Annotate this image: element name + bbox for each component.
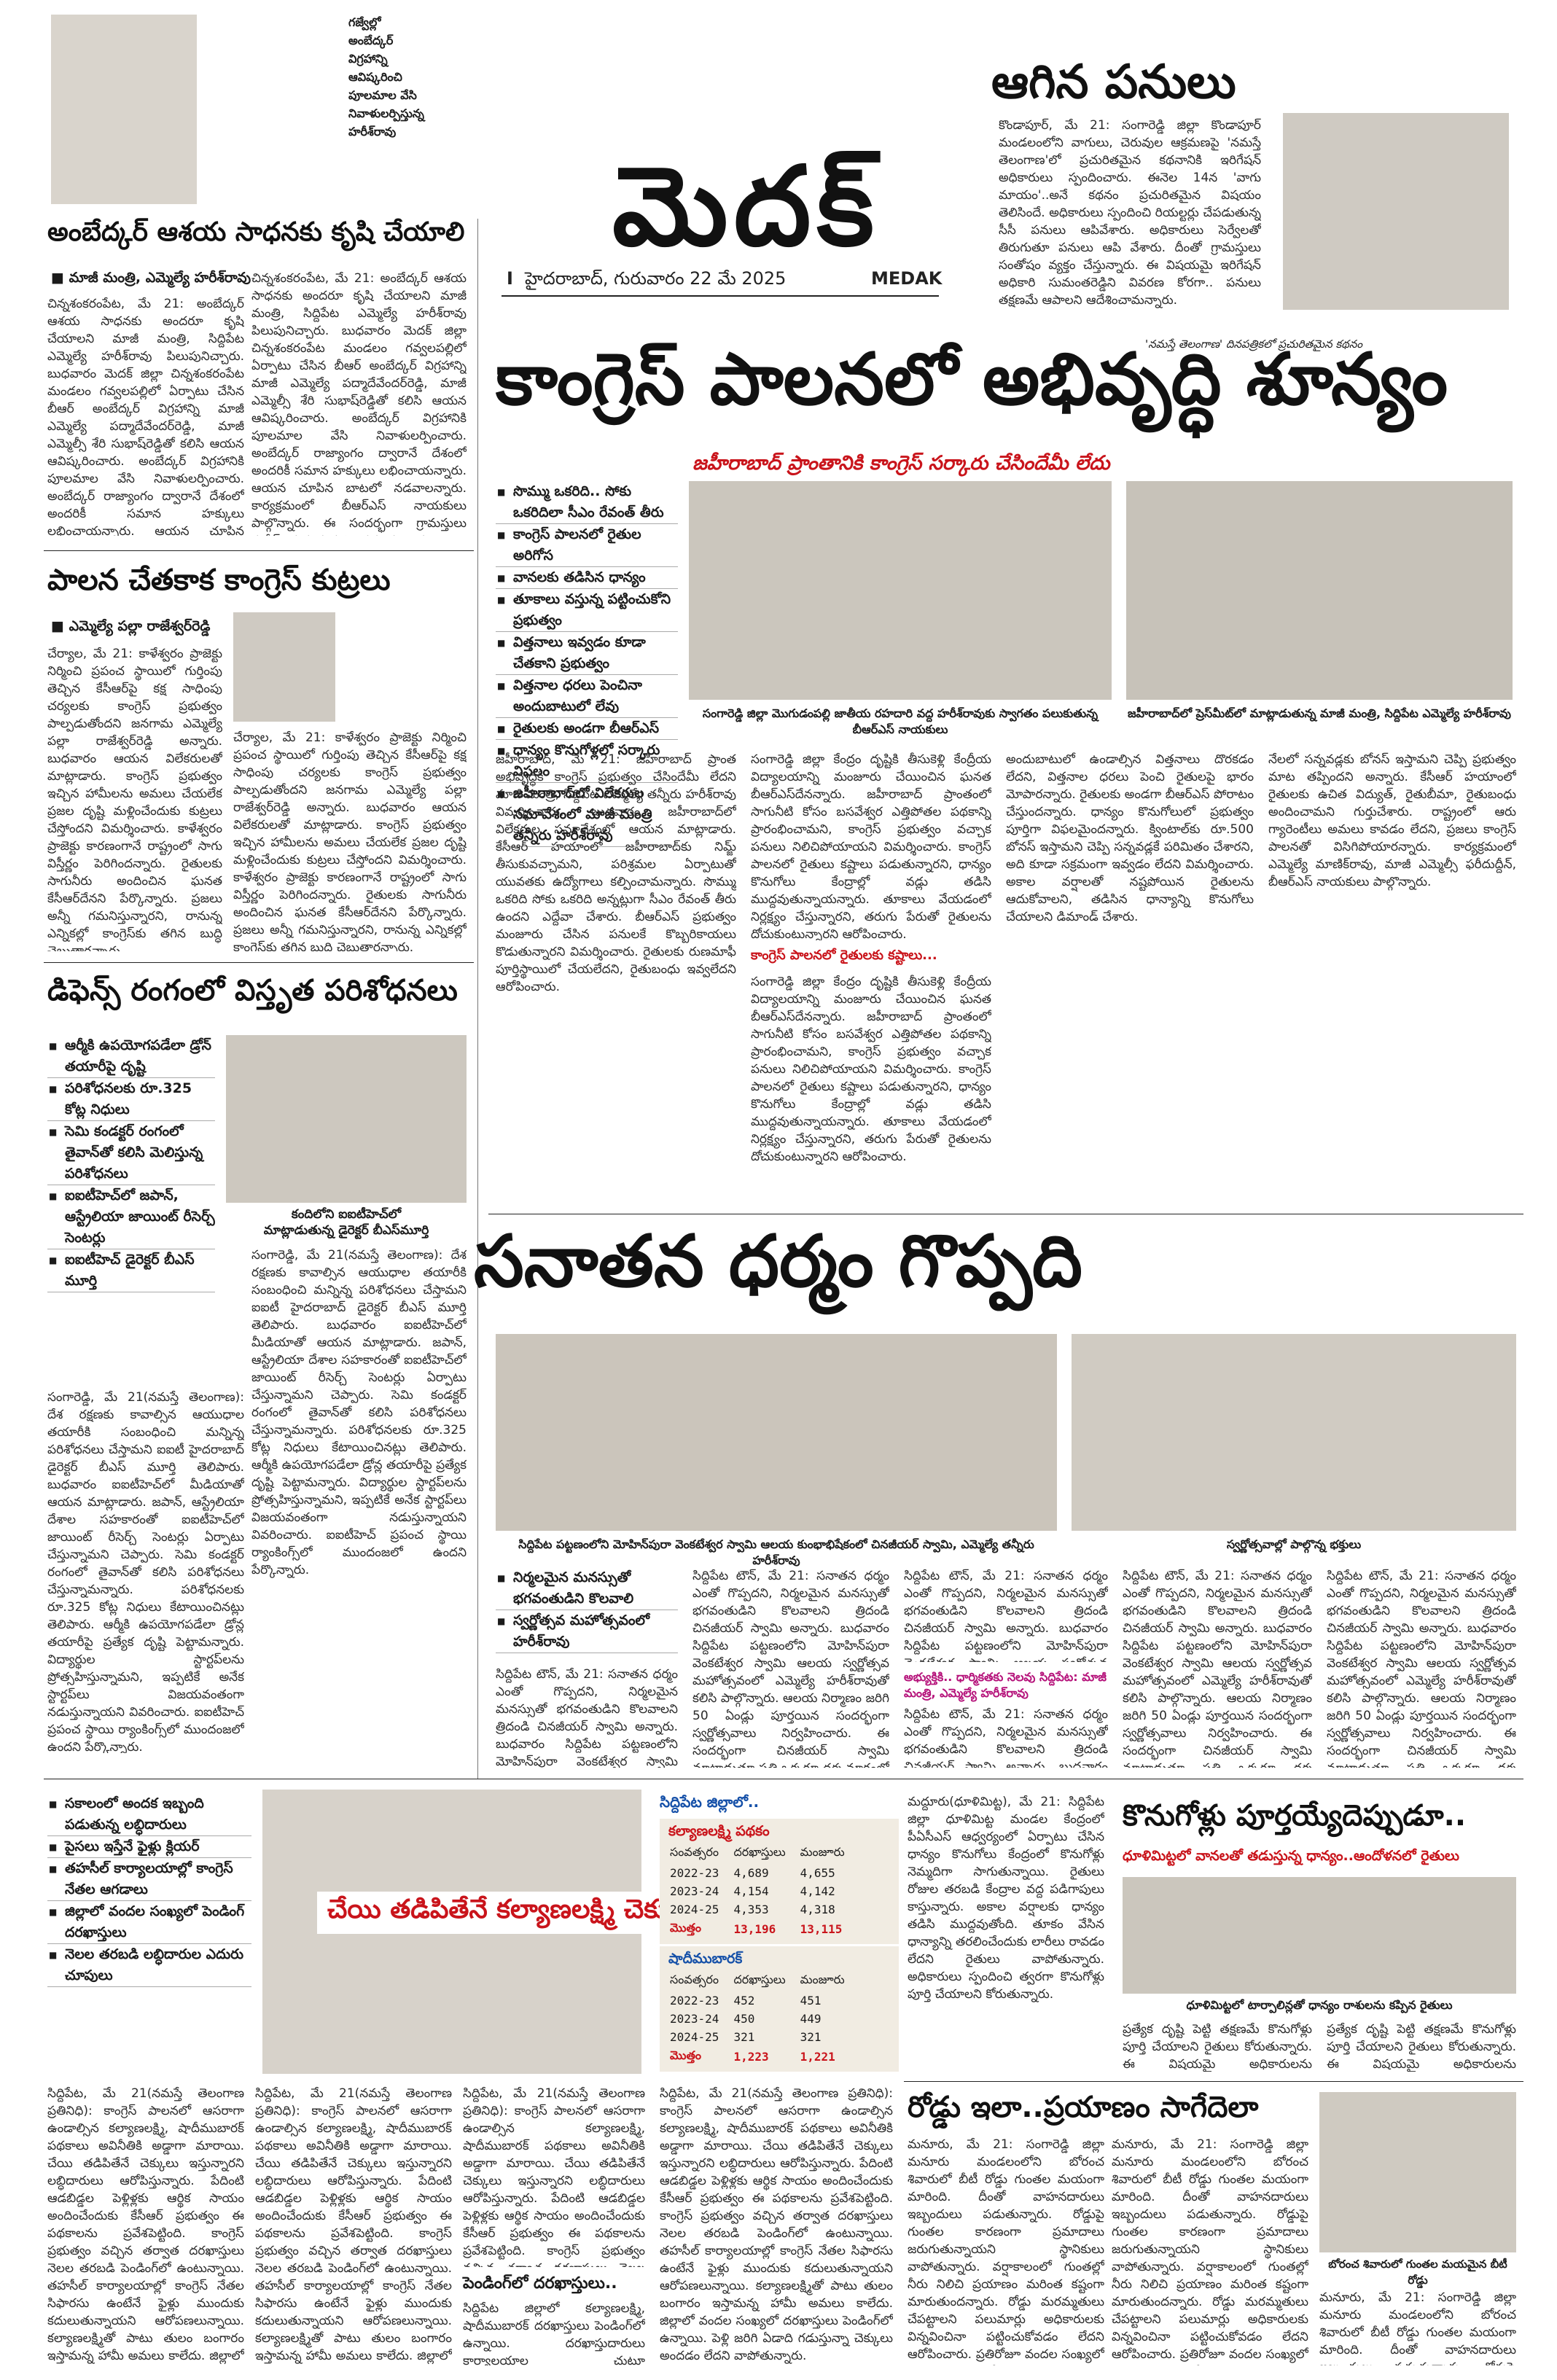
lead-headline: కాంగ్రెస్ పాలనలో అభివృద్ధి శూన్యం: [496, 338, 1448, 421]
lead-subhead: జహీరాబాద్ ప్రాంతానికి కాంగ్రెస్ సర్కారు …: [692, 452, 1110, 475]
roddu-photo: [1319, 2092, 1516, 2252]
stats-shadi-box: షాదీముబారక్ సంవత్సరం దరఖాస్తులు మంజూరు 202…: [660, 1946, 899, 2072]
sanatana-body-1: సిద్దిపేట టౌన్, మే 21: సనాతన ధర్మం ఎంతో …: [496, 1667, 678, 1768]
table-row: 2022-23 4,689 4,655: [670, 1866, 835, 1880]
lead-photo-1-caption: సంగారెడ్డి జిల్లా మొగుడంపల్లి జాతీయ రహదా…: [702, 706, 1099, 736]
roddu-body-3: మనూరు, మే 21: సంగారెడ్డి జిల్లా మనూరు మం…: [1319, 2290, 1516, 2365]
palana-headline: పాలన చేతకాక కాంగ్రెస్ కుట్రలు: [47, 563, 391, 597]
lead-body-2: సంగారెడ్డి జిల్లా కేంద్రం దృష్టికి తీసుక…: [751, 752, 991, 940]
roddu-photo-caption: బోరంచ శివారులో గుంతల మయమైన బీటీ రోడ్డు: [1328, 2258, 1507, 2287]
ambedkar-headline: అంబేద్కర్ ఆశయ సాధనకు కృషి చేయాలి: [47, 217, 465, 247]
konugollu-photo-caption: ధూళిమిట్టలో టార్పాలిన్లతో ధాన్యం రాశులను…: [1186, 1998, 1453, 2012]
lead-body-3: అందుబాటులో ఉండాల్సిన విత్తనాలు దొరకడం లే…: [1006, 752, 1254, 924]
lead-photo-2: [1126, 481, 1513, 700]
lead-body-1: జహీరాబాద్, మే 21: జహీరాబాద్ ప్రాంత అభివృ…: [496, 752, 736, 994]
table-row: 2023-24 4,154 4,142: [670, 1884, 835, 1898]
kalyana-body-1: సిద్దిపేట, మే 21(నమస్తే తెలంగాణ ప్రతినిధ…: [47, 2086, 244, 2363]
stats-kalyana-table: సంవత్సరం దరఖాస్తులు మంజూరు 2022-23 4,689 4,6…: [663, 1843, 852, 1940]
defence-photo-caption: కంది‌లోని ఐఐటీహెచ్‌లో మాట్లాడుతున్న డైరెక…: [263, 1207, 429, 1238]
sanatana-body-6: సిద్దిపేట టౌన్, మే 21: సనాతన ధర్మం ఎంతో …: [1327, 1569, 1516, 1768]
sanatana-photo-1-caption: సిద్దిపేట పట్టణంలోని మోహిన్‌పురా వెంకటేశ…: [518, 1537, 1034, 1567]
ambedkar-byline: ■ మాజీ మంత్రి, ఎమ్మెల్యే హరీశ్‌రావు: [51, 270, 251, 286]
stats-kalyana-box: కల్యాణలక్ష్మి పథకం సంవత్సరం దరఖాస్తులు మంజ…: [660, 1819, 899, 1944]
top-right-caption: 'నమస్తే తెలంగాణ' దినపత్రికలో ప్రచురితమైన…: [1145, 338, 1362, 351]
masthead-mark: I: [507, 268, 513, 289]
lead-photo-2-caption: జహీరాబాద్‌లో ప్రెస్‌మీట్‌లో మాట్లాడుతున్…: [1127, 706, 1512, 720]
palana-body-1: చేర్యాల, మే 21: కాళేశ్వరం ప్రాజెక్టు నిర…: [47, 647, 222, 951]
lead-body-2b: సంగారెడ్డి జిల్లా కేంద్రం దృష్టికి తీసుక…: [751, 975, 991, 1164]
table-row: 2024-25 321 321: [670, 2030, 822, 2044]
defence-photo: [226, 1035, 467, 1203]
sanatana-photo-2-caption: స్వర్ణోత్సవాల్లో పాల్గొన్న భక్తులు: [1226, 1537, 1362, 1551]
top-right-body: కొండాపూర్, మే 21: సంగారెడ్డి జిల్లా కొండ…: [999, 118, 1261, 308]
lead-bullets: సొమ్ము ఒకరిది.. సోకు ఒకరిదిలా సీఎం రేవంత…: [496, 481, 678, 847]
table-row: 2022-23 452 451: [670, 1994, 822, 2008]
top-right-headline: ఆగిన పనులు: [991, 55, 1236, 109]
masthead-title: మెదక్: [612, 142, 880, 270]
sanatana-body-4: సిద్దిపేట టౌన్, మే 21: సనాతన ధర్మం ఎంతో …: [904, 1707, 1108, 1768]
table-row-total: మొత్తం 1,223 1,221: [670, 2048, 835, 2064]
sanatana-body-5: సిద్దిపేట టౌన్, మే 21: సనాతన ధర్మం ఎంతో …: [1123, 1569, 1312, 1768]
sanatana-headline: సనాతన ధర్మం గొప్పది: [474, 1220, 1082, 1303]
konugollu-photo: [1123, 1877, 1516, 1994]
table-row: 2023-24 450 449: [670, 2012, 822, 2026]
sanatana-body-2: సిద్దిపేట టౌన్, మే 21: సనాతన ధర్మం ఎంతో …: [692, 1569, 889, 1768]
stats-district: సిద్దిపేట జిల్లాలో..: [660, 1793, 760, 1811]
palana-body-2: చేర్యాల, మే 21: కాళేశ్వరం ప్రాజెక్టు నిర…: [233, 730, 467, 951]
teaser-caption: గజ్వేల్లో అంబేద్కర్ విగ్రహాన్ని ఆవిష్కరించ…: [348, 15, 424, 138]
kalyana-body-5: సిద్దిపేట, మే 21(నమస్తే తెలంగాణ ప్రతినిధ…: [660, 2086, 893, 2363]
sanatana-inline-red: అభ్యుక్తికి.. ధార్మికతకు నెలవు సిద్దిపేట…: [904, 1670, 1107, 1700]
kalyana-headline: చేయి తడిపితేనే కల్యాణలక్ష్మి చెక్కులు: [317, 1892, 717, 1934]
lead-photo-1: [689, 481, 1112, 700]
lead-body-4: నేలలో సన్నవడ్లకు బోనస్ ఇస్తామని చెప్పి ప…: [1268, 752, 1516, 889]
masthead-edition: MEDAK: [871, 268, 943, 289]
ambedkar-body-1: చిన్నశంకరంపేట, మే 21: అంబేద్కర్ ఆశయ సాధన…: [47, 297, 244, 536]
table-row: 2024-25 4,353 4,318: [670, 1903, 835, 1916]
palana-byline: ■ ఎమ్మెల్యే పల్లా రాజేశ్వర్‌రెడ్డి: [51, 618, 211, 634]
defence-body-2: సంగారెడ్డి, మే 21(నమస్తే తెలంగాణ): దేశ ర…: [251, 1248, 467, 1577]
teaser-photo: [51, 15, 197, 204]
kalyana-body-2: సిద్దిపేట, మే 21(నమస్తే తెలంగాణ ప్రతినిధ…: [255, 2086, 452, 2363]
konugollu-headline: కొనుగోళ్లు పూర్తయ్యేదెప్పుడూ..: [1123, 1799, 1467, 1833]
stats-kalyana-title: కల్యాణలక్ష్మి పథకం: [668, 1823, 770, 1839]
roddu-body-1: మనూరు, మే 21: సంగారెడ్డి జిల్లా మనూరు మం…: [908, 2137, 1104, 2365]
defence-bullets: ఆర్మీకి ఉపయోగపడేలా డ్రోన్ తయారీపై దృష్టి…: [47, 1035, 215, 1292]
kalyana-body-3: సిద్దిపేట, మే 21(నమస్తే తెలంగాణ ప్రతినిధ…: [463, 2086, 645, 2267]
ambedkar-body-2: చిన్నశంకరంపేట, మే 21: అంబేద్కర్ ఆశయ సాధన…: [251, 271, 467, 536]
stats-side-body: మద్దూరు(ధూళిమిట్ట), మే 21: సిద్దిపేట జిల…: [908, 1795, 1104, 2002]
roddu-body-2: మనూరు, మే 21: సంగారెడ్డి జిల్లా మనూరు మం…: [1112, 2137, 1308, 2365]
sanatana-photo-1: [496, 1334, 1057, 1531]
kalyana-body-4: సిద్దిపేట జిల్లాలో కల్యాణలక్ష్మి, షాదీము…: [463, 2301, 645, 2365]
top-right-clipping: [1283, 113, 1509, 310]
defence-headline: డిఫెన్స్ రంగంలో విస్తృత పరిశోధనలు: [47, 974, 458, 1007]
sanatana-bullets: నిర్మలమైన మనస్సుతో భగవంతుడిని కొలవాలి స్…: [496, 1567, 678, 1653]
konugollu-body-2: ప్రత్యేక దృష్టి పెట్టి తక్షణమే కొనుగోళ్ల…: [1327, 2022, 1516, 2072]
defence-body-1: సంగారెడ్డి, మే 21(నమస్తే తెలంగాణ): దేశ ర…: [47, 1390, 244, 1753]
stats-shadi-title: షాదీముబారక్: [668, 1951, 743, 1967]
sanatana-photo-2: [1072, 1334, 1516, 1531]
konugollu-body-1: ప్రత్యేక దృష్టి పెట్టి తక్షణమే కొనుగోళ్ల…: [1123, 2022, 1312, 2072]
roddu-headline: రోడ్డు ఇలా..ప్రయాణం సాగేదెలా: [908, 2091, 1259, 2124]
kalyana-bullets: సకాలంలో అందక ఇబ్బంది పడుతున్న లబ్ధిదారుల…: [47, 1793, 251, 1987]
stats-shadi-table: సంవత్సరం దరఖాస్తులు మంజూరు 2022-23 452 451 2…: [663, 1970, 852, 2067]
sanatana-body-3: సిద్దిపేట టౌన్, మే 21: సనాతన ధర్మం ఎంతో …: [904, 1569, 1108, 1662]
kalyana-subhead-2: పెండింగ్‌లో దరఖాస్తులు..: [463, 2274, 617, 2293]
table-row-total: మొత్తం 13,196 13,115: [670, 1921, 843, 1936]
masthead-dateline: హైదరాబాద్, గురువారం 22 మే 2025: [525, 268, 787, 289]
palana-portrait: [233, 612, 335, 722]
konugollu-subhead: ధూళిమిట్టలో వానలతో తడుస్తున్న ధాన్యం..ఆం…: [1123, 1848, 1459, 1864]
lead-inline-red: కాంగ్రెస్ పాలనలో రైతులకు కష్టాలు...: [751, 948, 937, 963]
